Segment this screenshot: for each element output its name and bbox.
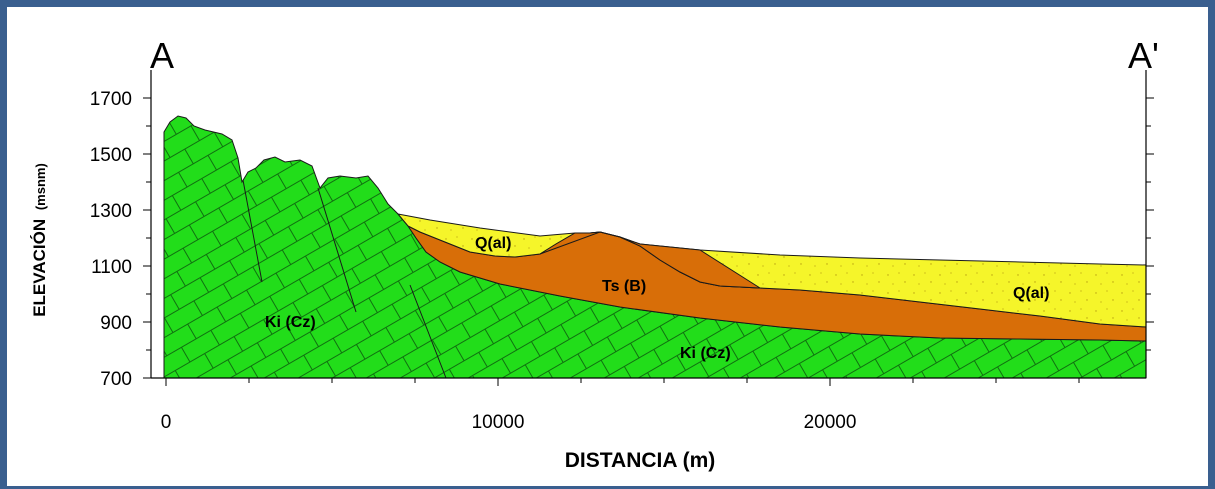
y-tick-label: 900 bbox=[100, 313, 132, 334]
fault-line-3 bbox=[409, 284, 447, 379]
y-tick-label: 700 bbox=[100, 369, 132, 390]
fault-line-2 bbox=[317, 187, 357, 313]
y-axis-title-main: ELEVACIÓN bbox=[30, 219, 49, 317]
ki-cz-label-left: Ki (Cz) bbox=[265, 314, 316, 331]
x-axis-title: DISTANCIA (m) bbox=[565, 449, 716, 472]
ki-cz-label-right: Ki (Cz) bbox=[680, 345, 731, 362]
section-start-label: A bbox=[150, 35, 174, 76]
ts-b-label: Ts (B) bbox=[602, 278, 646, 295]
y-ticks-right bbox=[1146, 97, 1154, 351]
y-axis-title-unit: (msnm) bbox=[33, 163, 48, 210]
x-tick-label: 10000 bbox=[472, 412, 525, 433]
y-axis-title: ELEVACIÓN (msnm) bbox=[30, 163, 49, 317]
q-al-label-left: Q(al) bbox=[475, 235, 511, 252]
y-tick-label: 1100 bbox=[91, 257, 132, 278]
y-tick-label: 1500 bbox=[90, 145, 132, 166]
fault-line-1 bbox=[242, 179, 263, 283]
y-tick-label: 1700 bbox=[90, 89, 132, 110]
x-ticks bbox=[165, 378, 1080, 386]
x-tick-label: 0 bbox=[161, 412, 172, 433]
ts-b-hill bbox=[539, 231, 762, 289]
y-tick-label: 1300 bbox=[90, 201, 132, 222]
x-tick-label: 20000 bbox=[804, 412, 857, 433]
y-ticks-left bbox=[143, 97, 151, 379]
q-al-label-right: Q(al) bbox=[1013, 285, 1049, 302]
section-end-label: A' bbox=[1128, 35, 1159, 76]
